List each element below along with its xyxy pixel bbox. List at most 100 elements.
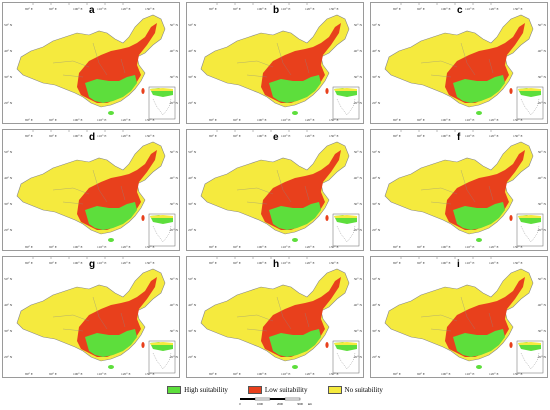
taiwan-island: [509, 215, 513, 221]
lon-label-bottom: 110° E: [465, 372, 475, 376]
lat-label-right: 50° N: [353, 277, 362, 281]
lat-label-left: 30° N: [372, 75, 381, 79]
lon-label-bottom: 80° E: [25, 245, 33, 249]
lon-label-bottom: 120° E: [305, 245, 315, 249]
hainan-island: [108, 365, 114, 369]
legend: High suitability Low suitability No suit…: [0, 384, 550, 396]
lat-label-left: 40° N: [372, 49, 381, 53]
china-map-b: [200, 3, 360, 120]
lon-label-bottom: 110° E: [465, 245, 475, 249]
lat-label-right: 40° N: [353, 49, 362, 53]
lon-label-top: 90° E: [49, 7, 57, 11]
lon-label-bottom: 100° E: [257, 372, 267, 376]
lon-label-top: 90° E: [233, 7, 241, 11]
lon-label-top: 110° E: [97, 7, 107, 11]
lon-label-top: 80° E: [25, 261, 33, 265]
lon-label-bottom: 100° E: [441, 245, 451, 249]
map-panel-f: f 50° N 40° N 30° N 20° N 50° N 40° N 30° N 20° …: [370, 129, 548, 251]
lon-label-top: 90° E: [233, 261, 241, 265]
high-suitability-region: [453, 329, 505, 357]
panel-label: i: [457, 259, 460, 270]
lon-label-bottom: 90° E: [417, 372, 425, 376]
taiwan-island: [141, 342, 145, 348]
lon-label-bottom: 120° E: [489, 118, 499, 122]
lon-label-bottom: 80° E: [209, 118, 217, 122]
lon-label-bottom: 80° E: [393, 245, 401, 249]
lon-label-top: 120° E: [305, 134, 315, 138]
lat-label-left: 20° N: [188, 101, 197, 105]
lon-label-top: 100° E: [441, 134, 451, 138]
lon-label-bottom: 90° E: [233, 245, 241, 249]
lat-label-right: 20° N: [353, 101, 362, 105]
province-boundaries: [236, 169, 310, 205]
inset-dashed-line: [336, 352, 356, 370]
map-panel-h: h 50° N 40° N 30° N 20° N 50° N 40° N 30° N 20° …: [186, 256, 364, 378]
lat-label-left: 50° N: [4, 150, 13, 154]
china-map-a: [16, 3, 176, 120]
china-map-e: [200, 130, 360, 247]
lat-label-left: 40° N: [4, 176, 13, 180]
lat-label-left: 20° N: [372, 101, 381, 105]
hainan-island: [476, 111, 482, 115]
lat-label-left: 20° N: [4, 101, 13, 105]
legend-item-low: Low suitability: [247, 386, 308, 394]
lon-label-bottom: 100° E: [257, 245, 267, 249]
lat-label-left: 40° N: [4, 303, 13, 307]
panel-label: d: [89, 132, 96, 143]
lon-label-top: 110° E: [465, 134, 475, 138]
lon-label-top: 130° E: [513, 134, 523, 138]
taiwan-island: [325, 215, 329, 221]
lat-label-left: 40° N: [372, 176, 381, 180]
lon-label-top: 100° E: [73, 7, 83, 11]
panel-label: f: [457, 132, 461, 143]
lon-label-top: 120° E: [489, 261, 499, 265]
legend-swatch-high: [167, 386, 182, 394]
lon-label-bottom: 130° E: [145, 245, 155, 249]
lon-label-bottom: 130° E: [513, 372, 523, 376]
lon-label-bottom: 110° E: [281, 245, 291, 249]
taiwan-island: [325, 342, 329, 348]
lon-label-bottom: 90° E: [49, 372, 57, 376]
lon-label-bottom: 110° E: [281, 372, 291, 376]
lon-label-top: 90° E: [417, 261, 425, 265]
lon-label-bottom: 90° E: [49, 245, 57, 249]
map-panel-i: i 50° N 40° N 30° N 20° N 50° N 40° N 30° N 20° …: [370, 256, 548, 378]
lon-label-top: 130° E: [513, 7, 523, 11]
lat-label-left: 20° N: [188, 355, 197, 359]
china-map-d: [16, 130, 176, 247]
lon-label-bottom: 110° E: [281, 118, 291, 122]
high-suitability-region: [269, 329, 321, 357]
taiwan-island: [509, 88, 513, 94]
legend-item-high: High suitability: [167, 386, 228, 394]
taiwan-island: [509, 342, 513, 348]
inset-dashed-line: [520, 352, 540, 370]
high-suitability-region: [269, 75, 321, 103]
lon-label-top: 100° E: [73, 134, 83, 138]
lat-label-right: 20° N: [537, 355, 546, 359]
lat-label-left: 50° N: [372, 150, 381, 154]
lat-label-left: 40° N: [188, 49, 197, 53]
lon-label-top: 110° E: [281, 134, 291, 138]
lon-label-top: 130° E: [513, 261, 523, 265]
lon-label-top: 80° E: [209, 261, 217, 265]
inset-dashed-line: [152, 225, 172, 243]
map-panel-d: d 50° N 40° N 30° N 20° N 50° N 40° N 30° N 20° …: [2, 129, 180, 251]
high-suitability-region: [85, 329, 137, 357]
lon-label-bottom: 90° E: [417, 118, 425, 122]
lat-label-left: 20° N: [372, 228, 381, 232]
map-grid: a 50° N 40° N 30° N 20° N 50° N 40° N 30° N 20° …: [2, 2, 548, 378]
lon-label-bottom: 130° E: [145, 372, 155, 376]
scale-label-3: 3000: [297, 402, 304, 406]
lon-label-bottom: 80° E: [393, 118, 401, 122]
lon-label-bottom: 80° E: [209, 245, 217, 249]
inset-dashed-line: [152, 352, 172, 370]
map-panel-e: e 50° N 40° N 30° N 20° N 50° N 40° N 30° N 20° …: [186, 129, 364, 251]
map-panel-g: g 50° N 40° N 30° N 20° N 50° N 40° N 30° N 20° …: [2, 256, 180, 378]
lat-label-right: 50° N: [353, 150, 362, 154]
lat-label-right: 30° N: [169, 329, 178, 333]
high-suitability-region: [269, 202, 321, 230]
hainan-island: [292, 238, 298, 242]
lat-label-right: 30° N: [353, 202, 362, 206]
lon-label-top: 80° E: [209, 7, 217, 11]
lon-label-top: 100° E: [257, 261, 267, 265]
